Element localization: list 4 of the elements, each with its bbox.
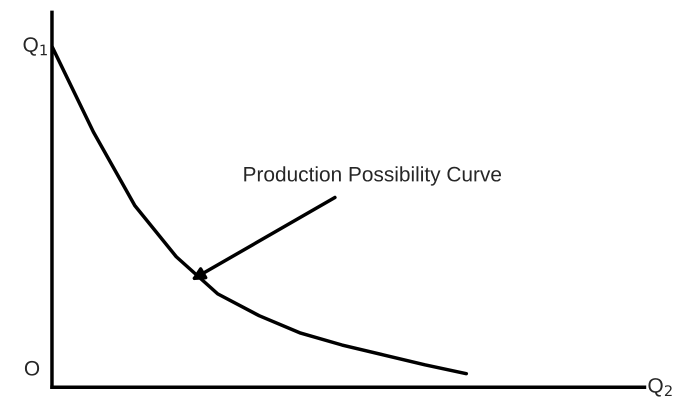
annotation: Production Possibility Curve	[244, 166, 502, 186]
y-axis-title: Q$_{1}$	[24, 37, 47, 56]
x-axis-title: Q$_{2}$	[648, 378, 672, 397]
text: O	[24, 360, 40, 376]
